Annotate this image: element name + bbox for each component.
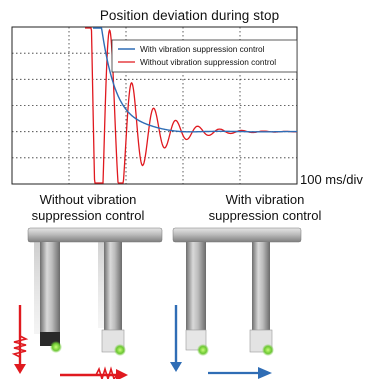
vibration-zigzag-horizontal [95,366,118,379]
caption-with-line-1: With vibration [225,192,305,207]
mechanism-with [170,227,302,379]
mechanism-without [11,227,163,379]
series-line-with [93,27,297,133]
gantry-beam [172,227,302,243]
caption-without: Without vibration suppression control [4,192,172,224]
led-indicator [262,344,274,356]
legend-box [111,39,298,73]
column [40,242,60,338]
legend-label-without: Without vibration suppression control [140,57,276,67]
column [252,242,270,334]
column [104,242,122,334]
arrow-red-head [116,369,128,379]
led-indicator [114,344,126,356]
arrow-blue-head [258,367,272,379]
column [186,242,206,338]
led-indicator [50,341,62,353]
arrow-blue-head [170,362,182,372]
caption-without-line-2: suppression control [31,208,145,223]
gantry-beam [27,227,163,243]
legend-label-with: With vibration suppression control [140,44,265,54]
vibration-zigzag-vertical [11,335,29,358]
led-indicator [197,344,209,356]
time-scale-label: 100 ms/div [300,172,363,187]
arrow-red-head [14,364,26,374]
caption-with-line-2: suppression control [208,208,322,223]
caption-without-line-1: Without vibration [39,192,137,207]
legend: With vibration suppression control Witho… [111,39,298,73]
chart-title: Position deviation during stop [99,8,280,23]
caption-with: With vibration suppression control [192,192,338,224]
